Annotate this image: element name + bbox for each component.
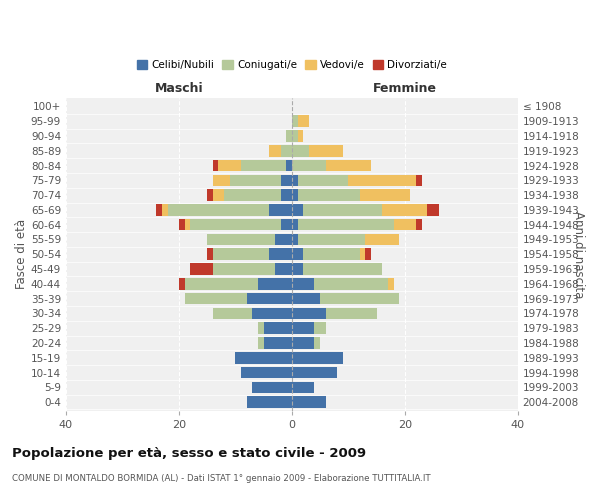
Bar xyxy=(292,116,298,127)
Bar xyxy=(156,204,162,216)
Legend: Celibi/Nubili, Coniugati/e, Vedovi/e, Divorziati/e: Celibi/Nubili, Coniugati/e, Vedovi/e, Di… xyxy=(133,56,451,74)
Bar xyxy=(292,396,326,408)
Bar xyxy=(320,293,399,304)
Bar xyxy=(292,367,337,378)
Bar xyxy=(241,367,292,378)
Bar xyxy=(185,293,247,304)
Bar xyxy=(218,160,241,172)
Bar xyxy=(286,160,292,172)
Bar xyxy=(292,278,314,289)
Bar xyxy=(388,278,394,289)
Bar xyxy=(213,264,275,275)
Bar xyxy=(235,352,292,364)
Bar xyxy=(298,116,309,127)
Bar xyxy=(286,130,292,141)
Text: Femmine: Femmine xyxy=(373,82,437,94)
Bar xyxy=(292,308,326,319)
Bar xyxy=(303,204,382,216)
Bar xyxy=(213,308,253,319)
Bar xyxy=(190,219,281,230)
Bar xyxy=(416,219,422,230)
Bar xyxy=(292,337,314,348)
Bar xyxy=(269,248,292,260)
Bar xyxy=(269,204,292,216)
Bar xyxy=(263,322,292,334)
Bar xyxy=(365,248,371,260)
Bar xyxy=(241,160,286,172)
Bar xyxy=(213,174,230,186)
Bar xyxy=(359,190,410,201)
Bar xyxy=(292,204,303,216)
Bar xyxy=(258,337,263,348)
Bar xyxy=(185,219,190,230)
Bar xyxy=(314,337,320,348)
Bar xyxy=(258,322,263,334)
Bar xyxy=(275,234,292,245)
Bar xyxy=(185,278,258,289)
Bar xyxy=(365,234,399,245)
Bar xyxy=(298,174,349,186)
Bar xyxy=(292,382,314,393)
Text: COMUNE DI MONTALDO BORMIDA (AL) - Dati ISTAT 1° gennaio 2009 - Elaborazione TUTT: COMUNE DI MONTALDO BORMIDA (AL) - Dati I… xyxy=(12,474,431,483)
Bar xyxy=(292,322,314,334)
Bar xyxy=(190,264,213,275)
Y-axis label: Fasce di età: Fasce di età xyxy=(15,219,28,290)
Bar xyxy=(292,160,326,172)
Bar xyxy=(298,190,359,201)
Bar xyxy=(314,278,388,289)
Bar xyxy=(303,264,382,275)
Bar xyxy=(230,174,281,186)
Bar xyxy=(394,219,416,230)
Bar xyxy=(275,264,292,275)
Bar xyxy=(281,174,292,186)
Bar xyxy=(179,278,185,289)
Bar xyxy=(298,234,365,245)
Bar xyxy=(292,130,298,141)
Bar xyxy=(167,204,269,216)
Bar xyxy=(382,204,427,216)
Bar xyxy=(292,234,298,245)
Bar xyxy=(253,382,292,393)
Bar xyxy=(359,248,365,260)
Bar xyxy=(207,248,213,260)
Bar xyxy=(213,160,218,172)
Bar xyxy=(162,204,167,216)
Bar xyxy=(298,219,394,230)
Bar xyxy=(292,264,303,275)
Bar xyxy=(314,322,326,334)
Bar xyxy=(292,145,309,156)
Bar xyxy=(213,248,269,260)
Bar xyxy=(213,190,224,201)
Bar xyxy=(207,190,213,201)
Bar xyxy=(179,219,185,230)
Bar xyxy=(349,174,416,186)
Bar xyxy=(292,174,298,186)
Bar xyxy=(292,293,320,304)
Bar xyxy=(303,248,359,260)
Text: Popolazione per età, sesso e stato civile - 2009: Popolazione per età, sesso e stato civil… xyxy=(12,448,366,460)
Bar xyxy=(416,174,422,186)
Bar xyxy=(326,160,371,172)
Bar xyxy=(207,234,275,245)
Bar xyxy=(281,219,292,230)
Bar xyxy=(224,190,281,201)
Bar xyxy=(247,396,292,408)
Bar xyxy=(292,190,298,201)
Text: Maschi: Maschi xyxy=(155,82,203,94)
Bar xyxy=(326,308,377,319)
Bar xyxy=(263,337,292,348)
Bar xyxy=(292,352,343,364)
Bar xyxy=(258,278,292,289)
Bar xyxy=(253,308,292,319)
Bar xyxy=(309,145,343,156)
Bar xyxy=(247,293,292,304)
Bar xyxy=(427,204,439,216)
Bar xyxy=(292,219,298,230)
Bar xyxy=(281,145,292,156)
Bar xyxy=(298,130,303,141)
Bar xyxy=(292,248,303,260)
Bar xyxy=(269,145,281,156)
Y-axis label: Anni di nascita: Anni di nascita xyxy=(572,210,585,298)
Bar xyxy=(281,190,292,201)
